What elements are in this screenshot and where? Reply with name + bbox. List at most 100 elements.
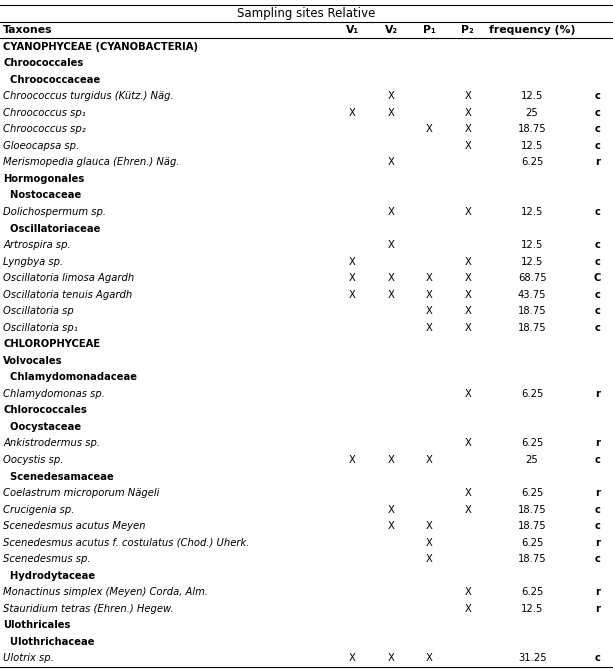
Text: X: X xyxy=(464,257,471,267)
Text: 68.75: 68.75 xyxy=(518,273,546,283)
Text: X: X xyxy=(387,273,395,283)
Text: Scenedesamaceae: Scenedesamaceae xyxy=(3,472,114,482)
Text: 18.75: 18.75 xyxy=(518,124,546,134)
Text: 12.5: 12.5 xyxy=(521,603,543,614)
Text: 12.5: 12.5 xyxy=(521,257,543,267)
Text: X: X xyxy=(464,141,471,151)
Text: X: X xyxy=(425,538,433,548)
Text: X: X xyxy=(387,455,395,465)
Text: Oocystaceae: Oocystaceae xyxy=(3,422,81,432)
Text: 43.75: 43.75 xyxy=(518,290,546,300)
Text: Sampling sites Relative: Sampling sites Relative xyxy=(237,7,376,20)
Text: r: r xyxy=(595,488,600,498)
Text: Scenedesmus acutus Meyen: Scenedesmus acutus Meyen xyxy=(3,521,145,531)
Text: X: X xyxy=(464,505,471,515)
Text: X: X xyxy=(425,124,433,134)
Text: Artrospira sp.: Artrospira sp. xyxy=(3,240,70,250)
Text: r: r xyxy=(595,587,600,597)
Text: 31.25: 31.25 xyxy=(518,653,546,663)
Text: X: X xyxy=(387,108,395,118)
Text: V₁: V₁ xyxy=(346,25,359,35)
Text: C: C xyxy=(594,273,601,283)
Text: c: c xyxy=(595,91,601,101)
Text: Scenedesmus sp.: Scenedesmus sp. xyxy=(3,554,91,564)
Text: c: c xyxy=(595,124,601,134)
Text: X: X xyxy=(349,257,356,267)
Text: 6.25: 6.25 xyxy=(521,389,543,399)
Text: frequency (%): frequency (%) xyxy=(489,25,575,35)
Text: Oscillatoria limosa Agardh: Oscillatoria limosa Agardh xyxy=(3,273,134,283)
Text: X: X xyxy=(387,240,395,250)
Text: Gloeocapsa sp.: Gloeocapsa sp. xyxy=(3,141,79,151)
Text: c: c xyxy=(595,653,601,663)
Text: X: X xyxy=(464,207,471,217)
Text: X: X xyxy=(464,488,471,498)
Text: Crucigenia sp.: Crucigenia sp. xyxy=(3,505,74,515)
Text: Nostocaceae: Nostocaceae xyxy=(3,190,82,200)
Text: Merismopedia glauca (Ehren.) Näg.: Merismopedia glauca (Ehren.) Näg. xyxy=(3,157,180,167)
Text: X: X xyxy=(464,91,471,101)
Text: X: X xyxy=(387,521,395,531)
Text: 25: 25 xyxy=(526,455,538,465)
Text: c: c xyxy=(595,455,601,465)
Text: Ulotrix sp.: Ulotrix sp. xyxy=(3,653,54,663)
Text: X: X xyxy=(425,554,433,564)
Text: c: c xyxy=(595,141,601,151)
Text: Oscillatoria tenuis Agardh: Oscillatoria tenuis Agardh xyxy=(3,290,132,300)
Text: X: X xyxy=(349,455,356,465)
Text: 6.25: 6.25 xyxy=(521,488,543,498)
Text: Chroococcales: Chroococcales xyxy=(3,58,83,69)
Text: 12.5: 12.5 xyxy=(521,240,543,250)
Text: X: X xyxy=(425,653,433,663)
Text: Oscillatoria sp: Oscillatoria sp xyxy=(3,306,74,317)
Text: Lyngbya sp.: Lyngbya sp. xyxy=(3,257,63,267)
Text: c: c xyxy=(595,207,601,217)
Text: 6.25: 6.25 xyxy=(521,538,543,548)
Text: 18.75: 18.75 xyxy=(518,306,546,317)
Text: X: X xyxy=(349,290,356,300)
Text: X: X xyxy=(425,455,433,465)
Text: X: X xyxy=(464,603,471,614)
Text: X: X xyxy=(425,521,433,531)
Text: X: X xyxy=(387,505,395,515)
Text: c: c xyxy=(595,306,601,317)
Text: X: X xyxy=(349,273,356,283)
Text: c: c xyxy=(595,521,601,531)
Text: X: X xyxy=(387,91,395,101)
Text: r: r xyxy=(595,438,600,448)
Text: Scenedesmus acutus f. costulatus (Chod.) Uherk.: Scenedesmus acutus f. costulatus (Chod.)… xyxy=(3,538,249,548)
Text: Ankistrodermus sp.: Ankistrodermus sp. xyxy=(3,438,100,448)
Text: Oscillatoria sp₁: Oscillatoria sp₁ xyxy=(3,323,78,333)
Text: c: c xyxy=(595,505,601,515)
Text: X: X xyxy=(464,306,471,317)
Text: X: X xyxy=(425,306,433,317)
Text: r: r xyxy=(595,603,600,614)
Text: Hormogonales: Hormogonales xyxy=(3,174,85,184)
Text: Ulothrichaceae: Ulothrichaceae xyxy=(3,637,94,647)
Text: P₁: P₁ xyxy=(422,25,436,35)
Text: Taxones: Taxones xyxy=(3,25,53,35)
Text: X: X xyxy=(464,438,471,448)
Text: X: X xyxy=(425,273,433,283)
Text: 12.5: 12.5 xyxy=(521,91,543,101)
Text: r: r xyxy=(595,389,600,399)
Text: X: X xyxy=(425,290,433,300)
Text: CHLOROPHYCEAE: CHLOROPHYCEAE xyxy=(3,339,100,349)
Text: CYANOPHYCEAE (CYANOBACTERIA): CYANOPHYCEAE (CYANOBACTERIA) xyxy=(3,42,198,52)
Text: X: X xyxy=(464,273,471,283)
Text: Chroococcus sp₂: Chroococcus sp₂ xyxy=(3,124,86,134)
Text: X: X xyxy=(387,290,395,300)
Text: Hydrodytaceae: Hydrodytaceae xyxy=(3,571,95,581)
Text: Monactinus simplex (Meyen) Corda, Alm.: Monactinus simplex (Meyen) Corda, Alm. xyxy=(3,587,208,597)
Text: X: X xyxy=(425,323,433,333)
Text: Ulothricales: Ulothricales xyxy=(3,620,70,630)
Text: r: r xyxy=(595,157,600,167)
Text: Chroococcus turgidus (Kütz.) Näg.: Chroococcus turgidus (Kütz.) Näg. xyxy=(3,91,173,101)
Text: X: X xyxy=(464,108,471,118)
Text: Oocystis sp.: Oocystis sp. xyxy=(3,455,63,465)
Text: P₂: P₂ xyxy=(462,25,474,35)
Text: Chroococcus sp₁: Chroococcus sp₁ xyxy=(3,108,86,118)
Text: Volvocales: Volvocales xyxy=(3,355,63,366)
Text: c: c xyxy=(595,257,601,267)
Text: Dolichospermum sp.: Dolichospermum sp. xyxy=(3,207,106,217)
